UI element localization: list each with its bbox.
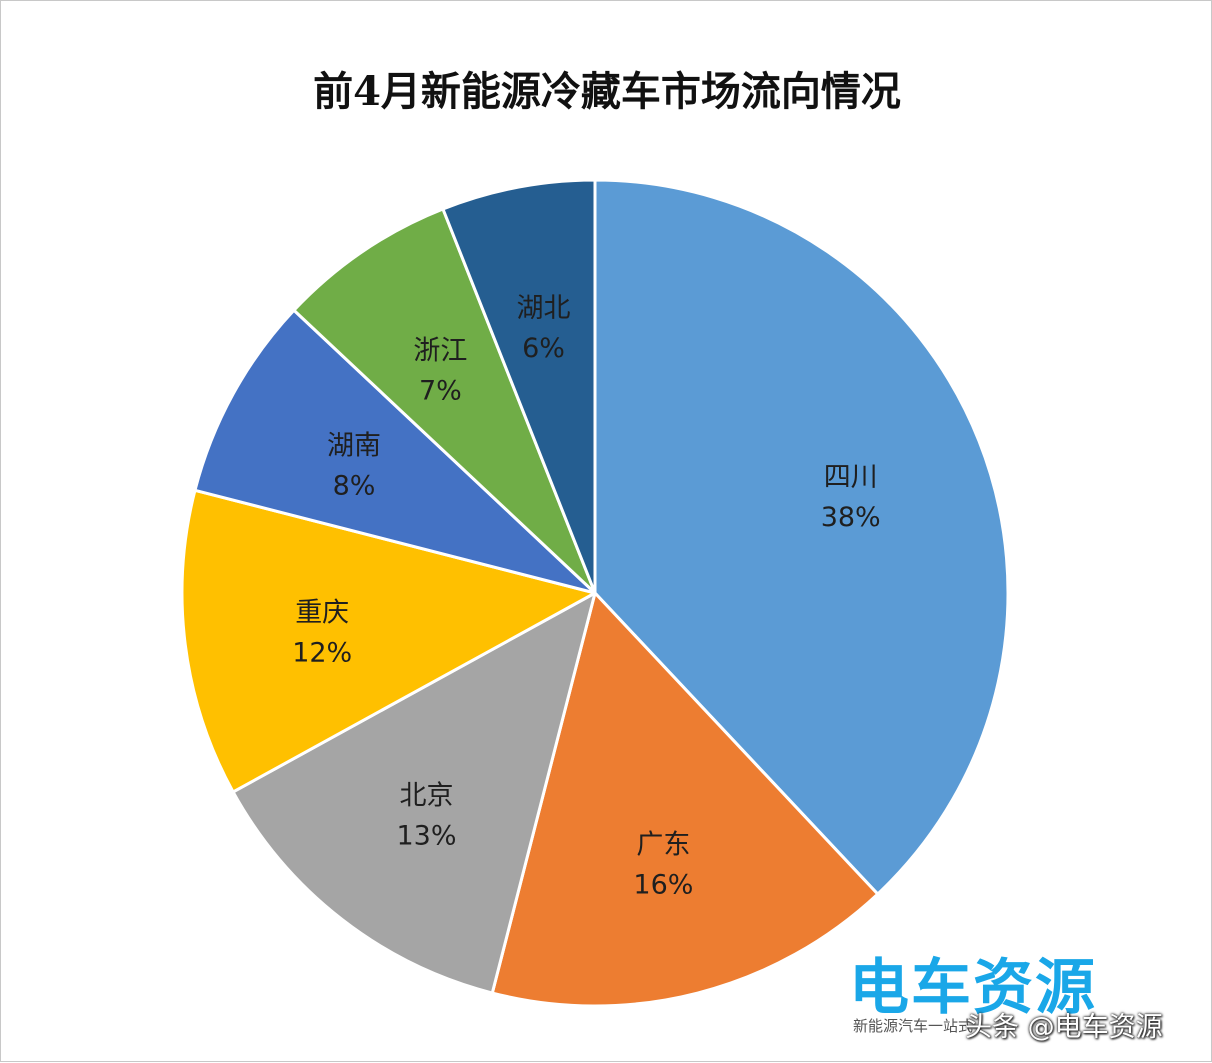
slice-value-label: 13% bbox=[396, 820, 456, 851]
slice-value-label: 12% bbox=[292, 638, 352, 669]
watermark-credit: 头条 @电车资源 bbox=[965, 1012, 1163, 1043]
slice-category-label: 北京 bbox=[400, 780, 454, 811]
slice-category-label: 湖南 bbox=[327, 431, 381, 462]
logo-text: 电车资源 bbox=[849, 953, 1097, 1023]
slice-value-label: 8% bbox=[333, 471, 376, 502]
logo-subtitle: 新能源汽车一站式 bbox=[853, 1017, 974, 1035]
pie-slice-湖北 bbox=[441, 178, 597, 595]
pie-slice-湖南 bbox=[193, 308, 597, 595]
chart-title: 前4月新能源冷藏车市场流向情况 bbox=[313, 68, 901, 115]
pie-slice-浙江 bbox=[292, 207, 597, 595]
pie-slices bbox=[180, 178, 1010, 1008]
slice-value-label: 6% bbox=[522, 333, 565, 364]
pie-slice-北京 bbox=[231, 591, 597, 995]
slice-value-label: 38% bbox=[821, 502, 881, 533]
brand-logo: 电车资源 新能源汽车一站式 bbox=[849, 939, 1149, 1039]
slice-category-label: 重庆 bbox=[295, 598, 349, 629]
pie-slice-广东 bbox=[490, 591, 880, 1008]
slice-value-label: 16% bbox=[633, 869, 693, 900]
pie-slice-四川 bbox=[593, 178, 1010, 896]
pie-slice-重庆 bbox=[180, 488, 597, 794]
slice-category-label: 湖北 bbox=[517, 293, 571, 324]
pie-labels: 四川 38% 广东 16% 北京 13% 重庆 12% 湖南 8% 浙江 7% 湖北 6% bbox=[292, 293, 881, 901]
slice-value-label: 7% bbox=[419, 376, 462, 407]
slice-category-label: 广东 bbox=[636, 829, 690, 860]
slice-category-label: 四川 bbox=[824, 462, 878, 493]
slice-category-label: 浙江 bbox=[413, 336, 467, 367]
